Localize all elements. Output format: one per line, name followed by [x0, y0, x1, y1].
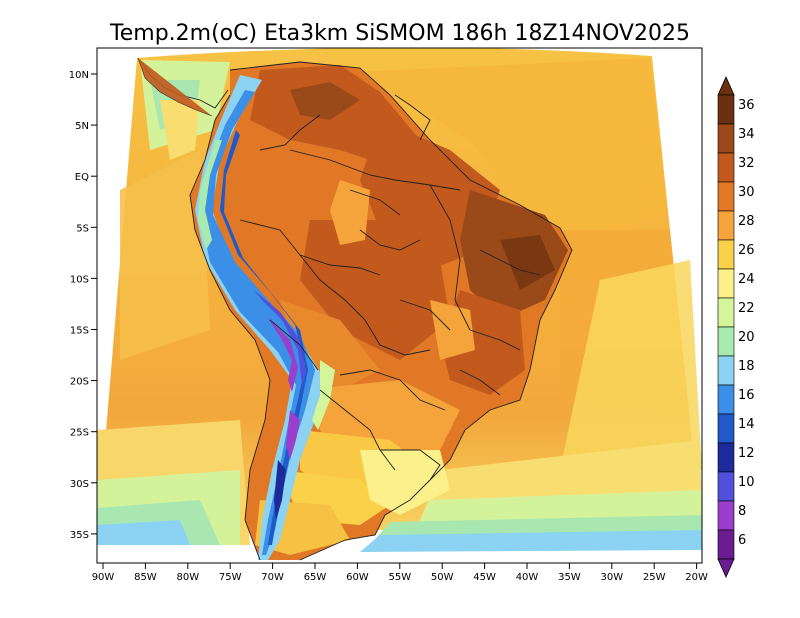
longitude-axis: 90W 85W 80W 75W 70W 65W 60W 55W 50W 45W 40W 35W 30W 2… — [92, 563, 708, 583]
lon-label: 25W — [643, 572, 666, 583]
colorbar-swatch — [717, 239, 735, 270]
colorbar-swatch — [717, 355, 735, 386]
colorbar-label: 22 — [738, 301, 755, 316]
lat-label: 5N — [75, 121, 89, 132]
country-borders — [229, 61, 573, 561]
lon-label: 50W — [431, 572, 454, 583]
lon-label: 45W — [473, 572, 496, 583]
colorbar-swatch — [717, 442, 735, 473]
lat-label: 10S — [70, 274, 89, 285]
lon-label: 85W — [134, 572, 157, 583]
colorbar-label: 16 — [738, 388, 755, 403]
lon-label: 60W — [346, 572, 369, 583]
colorbar-label: 34 — [738, 127, 755, 142]
lon-label: 65W — [304, 572, 327, 583]
colorbar-top-arrow — [717, 76, 735, 96]
lat-label: 15S — [70, 326, 89, 337]
lat-label: 35S — [70, 530, 89, 541]
colorbar-label: 12 — [738, 446, 755, 461]
colorbar-swatch — [717, 268, 735, 299]
colorbar-label: 36 — [738, 98, 755, 113]
colorbar-swatch — [717, 500, 735, 531]
colorbar-swatch — [717, 181, 735, 212]
colorbar-label: 32 — [738, 156, 755, 171]
colorbar-label: 18 — [738, 359, 755, 374]
colorbar-swatch — [717, 529, 735, 560]
colorbar-label: 6 — [738, 533, 746, 548]
map-title: Temp.2m(oC) Eta3km SiSMOM 186h 18Z14NOV2… — [109, 21, 690, 46]
lon-label: 35W — [558, 572, 581, 583]
colorbar-label: 28 — [738, 214, 755, 229]
lat-label: 5S — [76, 223, 89, 234]
lon-label: 75W — [219, 572, 242, 583]
colorbar-swatch — [717, 297, 735, 328]
lon-label: 80W — [176, 572, 199, 583]
temperature-field — [97, 48, 702, 563]
colorbar-swatch — [717, 413, 735, 444]
lon-label: 55W — [388, 572, 411, 583]
latitude-axis: 10N 5N EQ 5S 10S 15S 20S 25S 30S 35S — [69, 70, 97, 541]
lat-label: 10N — [69, 70, 89, 81]
lon-label: 90W — [92, 572, 115, 583]
lon-label: 30W — [600, 572, 623, 583]
colorbar-swatch — [717, 123, 735, 154]
lat-label: 20S — [70, 377, 89, 388]
colorbar-swatch — [717, 210, 735, 241]
lat-label: 30S — [70, 479, 89, 490]
colorbar-label: 10 — [738, 475, 755, 490]
colorbar-label: 8 — [738, 504, 746, 519]
colorbar-label: 24 — [738, 272, 755, 287]
colorbar-label: 26 — [738, 243, 755, 258]
colorbar-label: 14 — [738, 417, 755, 432]
colorbar-swatch — [717, 94, 735, 125]
colorbar-swatch — [717, 326, 735, 357]
colorbar-label: 30 — [738, 185, 755, 200]
colorbar-swatch — [717, 384, 735, 415]
lon-label: 70W — [261, 572, 284, 583]
lon-label: 40W — [516, 572, 539, 583]
colorbar-label: 20 — [738, 330, 755, 345]
colorbar-swatch — [717, 471, 735, 502]
lon-label: 20W — [685, 572, 708, 583]
colorbar-swatch — [717, 152, 735, 183]
colorbar: 36 34 32 30 28 26 24 22 20 18 16 14 12 10 8 6 — [717, 76, 755, 578]
colorbar-bottom-arrow — [717, 558, 735, 578]
lat-label: EQ — [75, 172, 89, 183]
lat-label: 25S — [70, 428, 89, 439]
